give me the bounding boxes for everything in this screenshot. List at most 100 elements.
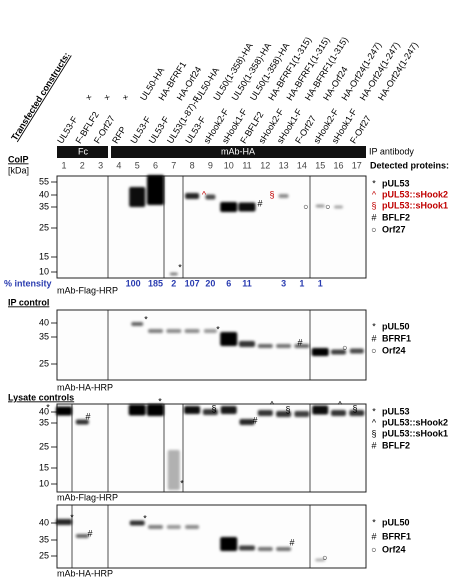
intensity-value: 3 — [281, 278, 286, 288]
band — [184, 329, 200, 333]
kda-marker: 40 — [39, 517, 49, 527]
legend-symbol: * — [372, 406, 376, 416]
lane-number: 12 — [260, 160, 270, 170]
band — [128, 404, 146, 416]
band — [276, 547, 292, 551]
band — [205, 194, 216, 200]
band-annotation: ○ — [303, 201, 308, 211]
kda-marker: 10 — [39, 478, 49, 488]
legend-text: Orf24 — [382, 544, 406, 554]
intensity-value: 100 — [126, 278, 141, 288]
ip-label: IP antibody — [369, 146, 414, 156]
construct-ha: × — [102, 93, 113, 103]
band — [315, 204, 325, 208]
legend-text: pUL53 — [382, 178, 410, 188]
legend-text: BFRF1 — [382, 333, 411, 343]
kda-marker: 10 — [39, 266, 49, 276]
band — [167, 450, 180, 490]
antibody-label: mAb-Flag-HRP — [57, 285, 118, 295]
band — [331, 349, 346, 355]
legend-symbol: # — [371, 440, 376, 450]
legend-symbol: ○ — [371, 224, 376, 234]
ip-mab: mAb-HA — [221, 146, 255, 156]
legend-symbol: # — [371, 531, 376, 541]
band — [56, 519, 72, 525]
band-annotation: * — [158, 396, 162, 406]
intensity-value: 2 — [171, 278, 176, 288]
band-annotation: ○ — [342, 342, 347, 352]
band — [220, 202, 238, 212]
legend-symbol: § — [371, 200, 376, 210]
legend-symbol: * — [372, 178, 376, 188]
kda-unit: [kDa] — [8, 165, 29, 175]
legend-text: Orf24 — [382, 345, 406, 355]
band-annotation: ^ — [270, 399, 275, 409]
band — [257, 344, 273, 348]
legend-symbol: # — [371, 212, 376, 222]
band-annotation: # — [289, 537, 294, 547]
band — [184, 406, 201, 414]
band — [220, 406, 237, 414]
band-annotation: * — [216, 324, 220, 334]
intensity-value: 11 — [242, 278, 252, 288]
band-annotation: # — [252, 415, 257, 425]
lane-number: 7 — [171, 160, 176, 170]
bands — [56, 404, 365, 490]
legend-text: BFLF2 — [382, 212, 410, 222]
lane-number: 2 — [80, 160, 85, 170]
band — [331, 410, 346, 416]
kda-marker: 25 — [39, 222, 49, 232]
intensity-label: % intensity — [4, 278, 52, 288]
band — [349, 348, 364, 354]
band — [334, 205, 343, 209]
blot — [56, 504, 367, 569]
band — [294, 411, 310, 417]
kda-marker: 15 — [39, 251, 49, 261]
band — [129, 187, 146, 207]
coip-title: CoIP — [8, 154, 29, 164]
band — [148, 329, 163, 333]
kda-marker: 25 — [39, 550, 49, 560]
lane-number: 5 — [135, 160, 140, 170]
band — [276, 344, 292, 348]
band — [278, 194, 289, 198]
intensity-value: 6 — [226, 278, 231, 288]
kda-marker: 35 — [39, 534, 49, 544]
kda-marker: 25 — [39, 441, 49, 451]
legend-text: BFRF1 — [382, 531, 411, 541]
band — [185, 193, 200, 199]
lane-number: 13 — [279, 160, 289, 170]
band — [257, 547, 273, 551]
intensity-value: 20 — [205, 278, 215, 288]
kda-marker: 35 — [39, 417, 49, 427]
bands — [56, 519, 326, 562]
detected-title: Detected proteins: — [370, 160, 449, 170]
band — [239, 419, 255, 425]
band-annotation: ^ — [202, 189, 207, 199]
blot — [56, 403, 367, 493]
construct-ha: × — [83, 93, 94, 103]
band-annotation: # — [85, 411, 90, 421]
band — [349, 410, 365, 416]
ip-bar-fc — [57, 146, 108, 158]
band — [276, 411, 292, 417]
band — [203, 329, 217, 333]
band — [56, 406, 72, 416]
band-annotation: # — [257, 198, 262, 208]
kda-marker: 40 — [39, 317, 49, 327]
legend-text: pUL53::sHook1 — [382, 200, 448, 210]
lane-number: 11 — [242, 160, 251, 170]
band-annotation: ^ — [338, 399, 343, 409]
construct-ha: × — [120, 93, 131, 103]
band-annotation: * — [46, 402, 50, 412]
band — [75, 419, 89, 425]
legend-text: pUL50 — [382, 321, 410, 331]
kda-marker: 40 — [39, 189, 49, 199]
intensity-value: 1 — [299, 278, 304, 288]
legend-text: pUL50 — [382, 517, 410, 527]
lane-number: 3 — [98, 160, 103, 170]
band-annotation: * — [151, 177, 155, 187]
legend-symbol: # — [371, 333, 376, 343]
band-annotation: * — [178, 262, 182, 272]
